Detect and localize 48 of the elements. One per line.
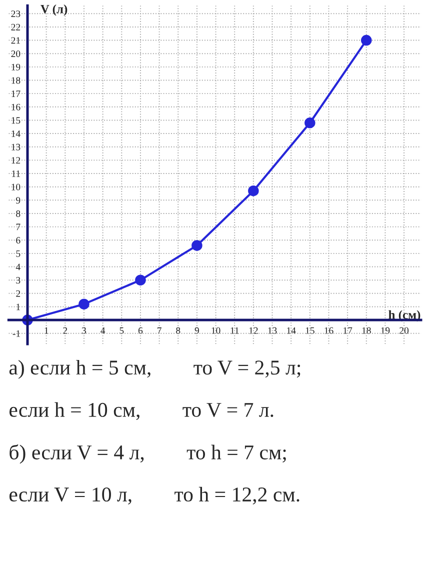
y-tick-label: 18 (12, 77, 20, 84)
y-tick-label: 5 (16, 250, 20, 257)
y-tick-label: 11 (12, 170, 20, 177)
x-tick-label: 13 (268, 327, 277, 334)
x-tick-label: 6 (138, 327, 143, 334)
y-tick-label: 8 (16, 210, 20, 217)
text: б) если V = 4 л, то h = 7 см; (10, 444, 286, 464)
y-tick-label: 1 (16, 304, 20, 310)
y-tick-label: 23 (11, 10, 20, 18)
x-tick-label: 9 (194, 327, 199, 334)
text: а) если h = 5 см, то V = 2,5 л; (9, 360, 300, 379)
y-tick-label: 22 (11, 24, 20, 30)
y-tick-label: 17 (12, 90, 20, 97)
y-tick-label: 13 (12, 144, 20, 150)
x-tick-label: 16 (324, 327, 334, 334)
x-tick-label: 18 (362, 327, 371, 334)
y-tick-label: 10 (12, 184, 20, 190)
x-tick-label: 14 (287, 327, 296, 334)
y-tick-label: 9 (16, 197, 20, 204)
text: если V = 10 л, то h = 12,2 см. (9, 486, 300, 505)
x-tick-label: 10 (212, 327, 220, 334)
x-tick-label: 20 (400, 327, 409, 334)
y-tick-label: 15 (12, 117, 20, 124)
x-tick-label: 12 (249, 327, 258, 334)
x-tick-label: 15 (306, 327, 314, 334)
x-tick-label: 7 (158, 327, 162, 334)
y-tick-label: 4 (16, 264, 20, 270)
y-tick-label: 3 (16, 277, 20, 284)
y-tick-label: 2 (16, 290, 20, 297)
text: если h = 10 см, то V = 7 л. (9, 402, 274, 420)
x-tick-label: 19 (381, 327, 390, 334)
x-tick-label: 5 (120, 327, 124, 334)
y-axis-title: V (л) (40, 4, 68, 16)
y-tick-label: 21 (11, 37, 20, 44)
y-tick-label: -1 (12, 330, 20, 337)
y-tick-label: 7 (16, 224, 20, 230)
y-tick-label: 12 (12, 157, 20, 164)
x-tick-label: 1 (44, 327, 48, 334)
y-tick-label: 19 (12, 64, 20, 70)
x-tick-label: 4 (100, 327, 106, 334)
y-tick-label: 6 (16, 237, 20, 244)
y-tick-label: 14 (12, 130, 20, 137)
y-tick-label: 20 (11, 50, 20, 58)
y-tick-label: 16 (12, 104, 20, 110)
x-tick-label: 8 (176, 327, 180, 334)
x-tick-label: 11 (230, 327, 239, 334)
x-tick-label: 17 (344, 327, 352, 334)
x-tick-label: 3 (82, 327, 86, 334)
